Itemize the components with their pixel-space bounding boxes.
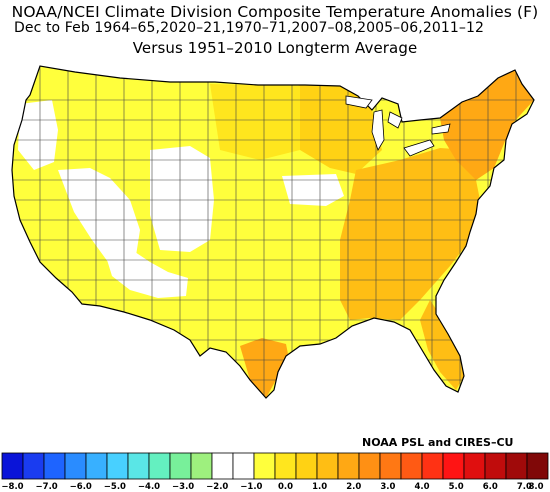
colorbar-tick-label: 1.0 (312, 482, 327, 492)
colorbar-tick-label: 2.0 (346, 482, 361, 492)
colorbar-box (316, 452, 339, 480)
colorbar: −8.0 −7.0 −6.0 −5.0 −4.0 −3.0 −2.0 −1.0 0.0 1.0 2.… (1, 452, 549, 492)
colorbar-box (232, 452, 255, 480)
region-east (340, 148, 480, 320)
region-rockies (150, 146, 214, 252)
colorbar-box (484, 452, 507, 480)
colorbar-box (463, 452, 486, 480)
title-line-2: Dec to Feb 1964–65,2020–21,1970–71,2007–… (14, 20, 484, 36)
region-washington-coast (18, 100, 58, 170)
region-great-basin (58, 168, 140, 262)
great-lakes (345, 95, 451, 157)
colorbar-tick-label: −3.0 (172, 482, 194, 492)
colorbar-box (526, 452, 549, 480)
colorbar-tick-label: 5.0 (449, 482, 464, 492)
colorbar-box (85, 452, 108, 480)
region-northeast (440, 70, 534, 180)
colorbar-box (106, 452, 129, 480)
colorbar-box (1, 452, 24, 480)
title-line-1: NOAA/NCEI Climate Division Composite Tem… (11, 3, 539, 21)
colorbar-labels: −8.0 −7.0 −6.0 −5.0 −4.0 −3.0 −2.0 −1.0 0.0 1.0 2.… (1, 482, 543, 492)
colorbar-tick-label: 0.0 (278, 482, 293, 492)
colorbar-box (148, 452, 171, 480)
us-climate-division-map (11, 65, 535, 399)
colorbar-tick-label: −6.0 (70, 482, 92, 492)
colorbar-box (64, 452, 87, 480)
region-iowa (282, 174, 344, 206)
colorbar-box (337, 452, 360, 480)
colorbar-box (190, 452, 213, 480)
colorbar-box (169, 452, 192, 480)
colorbar-tick-label: 8.0 (528, 482, 543, 492)
colorbar-box (505, 452, 528, 480)
colorbar-tick-label: −7.0 (36, 482, 58, 492)
colorbar-box (295, 452, 318, 480)
colorbar-box (211, 452, 234, 480)
credit-label: NOAA PSL and CIRES–CU (362, 436, 514, 449)
colorbar-box (22, 452, 45, 480)
colorbar-tick-label: 6.0 (483, 482, 498, 492)
region-texas-gulf (240, 338, 290, 398)
colorbar-box (43, 452, 66, 480)
colorbar-tick-label: −4.0 (138, 482, 160, 492)
colorbar-tick-label: −1.0 (240, 482, 262, 492)
colorbar-box (358, 452, 381, 480)
colorbar-box (127, 452, 150, 480)
colorbar-tick-label: −8.0 (1, 482, 23, 492)
us-outline (11, 65, 535, 399)
colorbar-tick-label: 3.0 (380, 482, 395, 492)
title-line-3: Versus 1951–2010 Longterm Average (132, 39, 418, 57)
colorbar-tick-label: −5.0 (104, 482, 126, 492)
colorbar-boxes (1, 452, 549, 480)
region-southwest (104, 250, 188, 298)
colorbar-box (274, 452, 297, 480)
colorbar-box (379, 452, 402, 480)
colorbar-tick-label: −2.0 (206, 482, 228, 492)
region-north-plains (210, 84, 300, 160)
colorbar-box (421, 452, 444, 480)
division-boundaries (12, 66, 534, 398)
colorbar-box (400, 452, 423, 480)
colorbar-tick-label: 7.0 (517, 482, 532, 492)
colorbar-box (442, 452, 465, 480)
colorbar-tick-label: 4.0 (414, 482, 429, 492)
colorbar-box (253, 452, 276, 480)
region-florida (420, 300, 464, 390)
